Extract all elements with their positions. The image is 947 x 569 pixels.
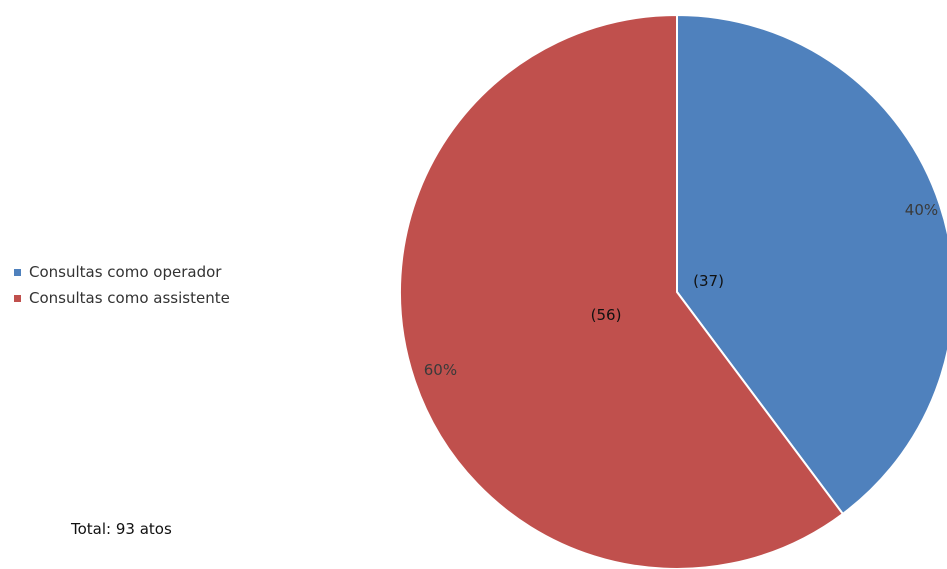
pie-slice-assistente xyxy=(399,13,845,569)
chart-legend: Consultas como operador Consultas como a… xyxy=(14,259,230,311)
legend-swatch-assistente xyxy=(14,294,21,302)
pie-slice-operador xyxy=(676,13,947,516)
legend-item-assistente: Consultas como assistente xyxy=(14,285,230,311)
legend-label-assistente: Consultas como assistente xyxy=(29,289,230,307)
count-label-operador: (37) xyxy=(693,272,724,290)
percent-label-assistente: 60% xyxy=(424,361,457,379)
legend-item-operador: Consultas como operador xyxy=(14,259,230,285)
total-annotation: Total: 93 atos xyxy=(71,520,172,538)
percent-label-operador: 40% xyxy=(905,201,938,219)
count-label-assistente: (56) xyxy=(591,306,622,324)
legend-swatch-operador xyxy=(14,268,21,276)
legend-label-operador: Consultas como operador xyxy=(29,263,222,281)
